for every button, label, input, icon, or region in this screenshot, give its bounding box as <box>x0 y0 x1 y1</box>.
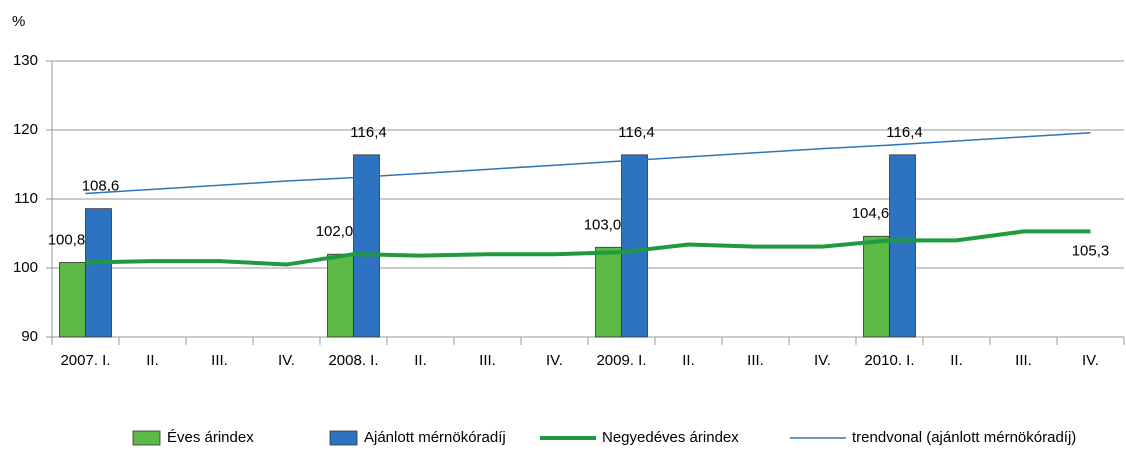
data-label: 105,3 <box>1072 242 1110 259</box>
legend-swatch <box>329 430 358 446</box>
x-tick-label: IV. <box>546 352 563 369</box>
x-tick-label: 2010. I. <box>864 352 914 369</box>
bar <box>353 154 380 338</box>
data-label: 116,4 <box>350 124 386 141</box>
x-tick-label: II. <box>950 352 963 369</box>
x-tick-label: 2007. I. <box>60 352 110 369</box>
x-tick-label: III. <box>747 352 764 369</box>
y-unit: % <box>12 13 25 30</box>
x-tick-label: II. <box>146 352 159 369</box>
data-label: 116,4 <box>618 124 654 141</box>
data-label: 103,0 <box>584 216 622 233</box>
y-tick-label: 100 <box>13 259 38 276</box>
bar <box>59 262 86 338</box>
line <box>85 229 1091 267</box>
bar <box>863 235 890 338</box>
line <box>85 132 1091 195</box>
x-tick-label: III. <box>479 352 496 369</box>
y-tick-label: 130 <box>13 52 38 69</box>
x-tick-label: III. <box>1015 352 1032 369</box>
x-tick-label: IV. <box>814 352 831 369</box>
x-tick-label: IV. <box>278 352 295 369</box>
data-label: 108,6 <box>82 178 120 195</box>
x-tick-label: II. <box>682 352 695 369</box>
data-label: 104,6 <box>852 205 890 222</box>
data-label: 102,0 <box>316 223 354 240</box>
y-tick-label: 120 <box>13 121 38 138</box>
bar <box>889 154 916 338</box>
x-tick-label: II. <box>414 352 427 369</box>
x-tick-label: 2008. I. <box>328 352 378 369</box>
data-label: 100,8 <box>48 231 86 248</box>
x-tick-label: IV. <box>1082 352 1099 369</box>
data-label: 116,4 <box>886 124 922 141</box>
legend-label: Ajánlott mérnökóradíj <box>364 429 506 446</box>
legend-swatch <box>132 430 161 446</box>
legend-label: trendvonal (ajánlott mérnökóradíj) <box>852 429 1076 446</box>
y-tick-label: 110 <box>14 190 38 207</box>
legend-label: Negyedéves árindex <box>602 429 739 446</box>
x-tick-label: 2009. I. <box>596 352 646 369</box>
bar <box>621 154 648 338</box>
y-tick-label: 90 <box>21 328 38 345</box>
x-tick-label: III. <box>211 352 228 369</box>
bar <box>595 246 622 338</box>
legend-label: Éves árindex <box>167 429 254 446</box>
bar <box>85 208 112 338</box>
bar <box>327 253 354 338</box>
